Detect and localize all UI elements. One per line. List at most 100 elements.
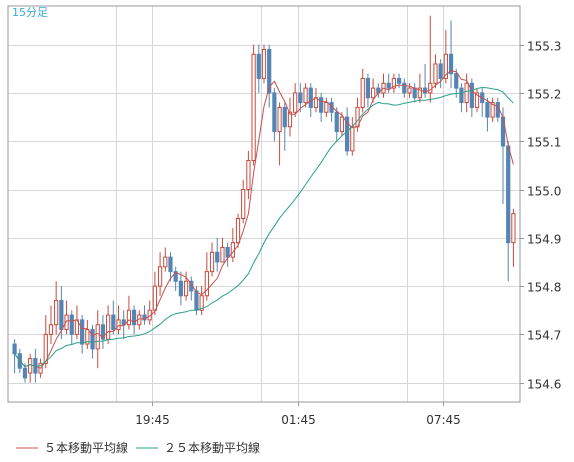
candle-body <box>402 82 407 94</box>
legend-ma5-label: ５本移動平均線 <box>44 440 128 455</box>
y-tick-label: 155.3 <box>527 40 561 54</box>
candle-body <box>506 145 511 244</box>
candle-body <box>334 111 339 133</box>
y-tick-label: 154.7 <box>527 329 561 343</box>
candle-body <box>235 217 241 244</box>
candle-body <box>215 251 220 263</box>
candle-body <box>308 87 313 108</box>
candle-body <box>131 309 137 326</box>
candle-body <box>246 160 251 191</box>
candle-body <box>490 102 495 118</box>
candle-body <box>396 77 402 84</box>
legend: ５本移動平均線 ２５本移動平均線 <box>16 440 260 455</box>
candle-body <box>303 87 308 104</box>
candle-body <box>106 314 111 340</box>
candle-body <box>407 87 412 94</box>
candle-body <box>256 53 261 79</box>
candle-body <box>485 102 490 118</box>
candle-body <box>152 285 157 311</box>
candle-body <box>59 300 64 331</box>
candle-body <box>241 189 246 219</box>
candle-body <box>209 251 215 273</box>
candle-body <box>287 111 293 128</box>
x-tick-label: 01:45 <box>281 413 316 427</box>
candle-body <box>417 87 422 99</box>
y-tick-label: 155.1 <box>527 136 561 150</box>
candle-body <box>422 87 428 94</box>
grid-layer <box>8 6 520 402</box>
candle-body <box>339 116 345 133</box>
y-tick-label: 155.0 <box>527 185 561 199</box>
y-tick-layer: 154.6 154.7 154.8 154.9 155.0 155.1 155.2 155.3 <box>520 40 561 392</box>
x-tick-label: 19:45 <box>135 413 170 427</box>
candle-body <box>448 53 454 75</box>
candle-body <box>163 256 168 268</box>
candle-body <box>48 324 54 335</box>
candle-body <box>116 319 121 331</box>
candle-body <box>168 256 173 273</box>
candle-body <box>261 48 267 79</box>
candle-body <box>64 314 69 331</box>
candle-body <box>272 92 277 133</box>
candle-body <box>12 343 17 355</box>
candle-body <box>412 87 417 99</box>
candle-body <box>428 82 433 94</box>
candle-body <box>469 82 474 108</box>
candle-body <box>204 271 209 297</box>
candle-body <box>54 300 59 326</box>
candle-body <box>365 77 371 99</box>
candle-body <box>511 213 516 244</box>
candle-body <box>319 97 324 113</box>
ma5-line <box>14 70 514 369</box>
candle-layer <box>12 15 516 383</box>
candle-body <box>298 92 303 104</box>
candle-body <box>43 333 48 364</box>
candle-body <box>443 53 448 79</box>
candle-body <box>157 266 163 287</box>
y-tick-label: 154.8 <box>527 281 561 295</box>
candle-body <box>111 314 116 331</box>
timeframe-label: 15分足 <box>12 6 48 19</box>
candle-body <box>267 48 272 94</box>
plot-frame <box>7 5 521 403</box>
candle-body <box>173 271 178 282</box>
candle-body <box>178 280 183 297</box>
candle-body <box>95 324 100 350</box>
candle-body <box>80 319 85 345</box>
candle-body <box>199 295 204 311</box>
candle-body <box>194 290 199 311</box>
candle-body <box>459 87 464 104</box>
candle-body <box>391 77 397 89</box>
candle-body <box>464 82 469 104</box>
candle-body <box>277 106 282 133</box>
candle-body <box>282 106 287 128</box>
y-tick-label: 155.2 <box>527 88 561 102</box>
candle-body <box>69 314 74 335</box>
candle-body <box>100 324 106 340</box>
candle-body <box>28 358 33 374</box>
candle-body <box>360 77 365 108</box>
candle-body <box>350 126 355 152</box>
candle-body <box>371 87 376 99</box>
candle-body <box>345 116 350 152</box>
candle-body <box>433 63 438 84</box>
candle-body <box>22 367 28 379</box>
candle-body <box>85 329 90 345</box>
candle-body <box>230 242 235 258</box>
x-tick-label: 07:45 <box>426 413 461 427</box>
candle-body <box>386 82 391 89</box>
candle-body <box>251 53 256 162</box>
candle-body <box>121 319 126 326</box>
candle-body <box>474 92 480 108</box>
candle-body <box>220 246 225 263</box>
legend-ma25-label: ２５本移動平均線 <box>164 440 260 455</box>
candle-body <box>225 246 230 258</box>
candle-body <box>293 92 298 113</box>
x-tick-layer: 19:45 01:45 07:45 <box>135 402 461 427</box>
candle-body <box>438 63 443 79</box>
candle-body <box>126 309 132 326</box>
candle-body <box>90 329 95 350</box>
